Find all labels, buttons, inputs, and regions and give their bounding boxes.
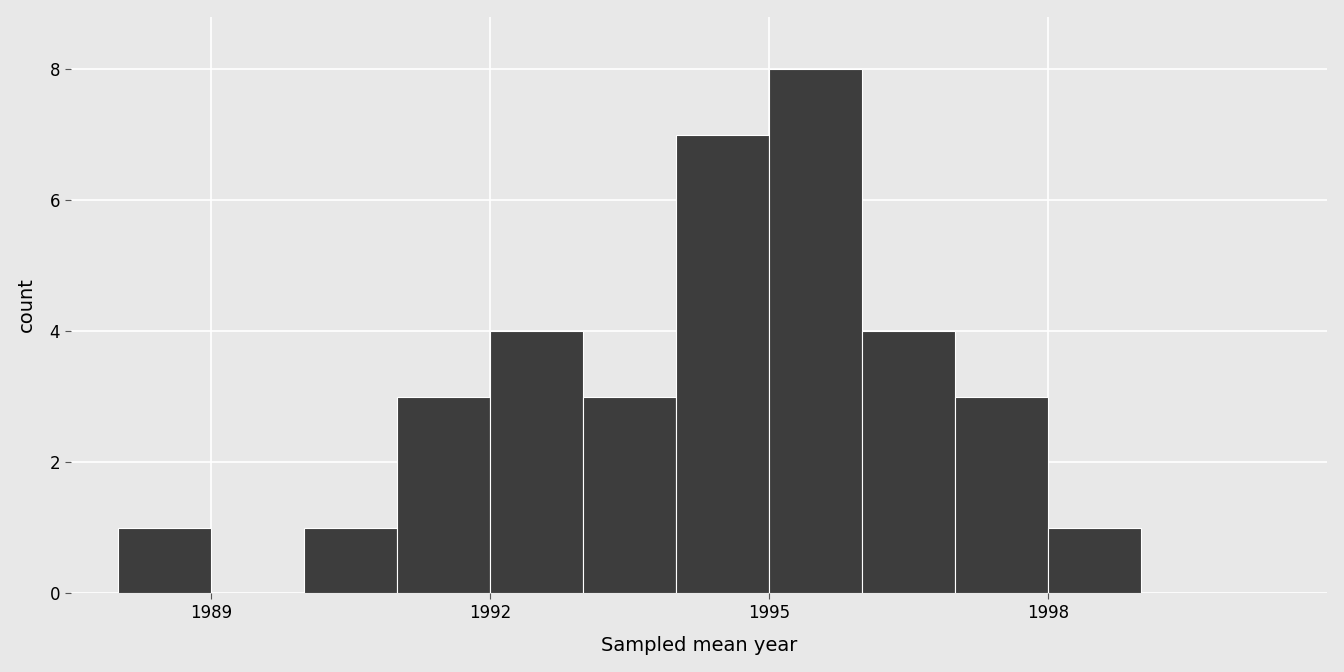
X-axis label: Sampled mean year: Sampled mean year bbox=[601, 636, 797, 655]
Bar bbox=[396, 396, 491, 593]
Y-axis label: count: count bbox=[16, 278, 36, 333]
Bar bbox=[583, 396, 676, 593]
Bar bbox=[491, 331, 583, 593]
Bar bbox=[676, 134, 769, 593]
Bar bbox=[956, 396, 1048, 593]
Bar bbox=[304, 528, 396, 593]
Bar bbox=[118, 528, 211, 593]
Bar bbox=[862, 331, 956, 593]
Bar bbox=[1048, 528, 1141, 593]
Bar bbox=[769, 69, 862, 593]
